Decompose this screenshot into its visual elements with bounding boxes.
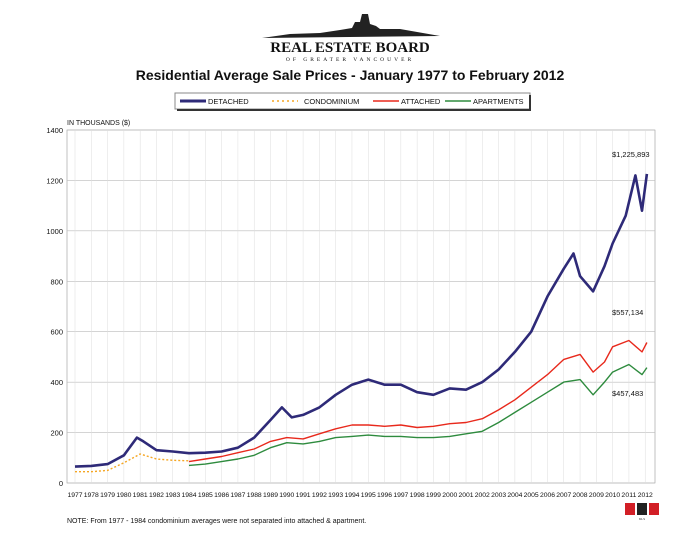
x-tick-label: 2009: [589, 492, 604, 499]
x-tick-label: 2012: [638, 492, 653, 499]
x-tick-label: 2000: [442, 492, 457, 499]
logo: REAL ESTATE BOARD OF GREATER VANCOUVER: [262, 14, 440, 63]
y-tick-label: 200: [50, 429, 63, 438]
logo-name: REAL ESTATE BOARD: [270, 40, 430, 56]
series-attached: [188, 339, 648, 463]
x-tick-label: 1983: [165, 492, 180, 499]
x-tick-label: 2001: [459, 492, 474, 499]
y-tick-label: 0: [59, 479, 63, 488]
legend-label: DETACHED: [208, 97, 249, 106]
x-tick-label: 1990: [279, 492, 294, 499]
x-tick-label: 1991: [296, 492, 311, 499]
y-tick-label: 400: [50, 378, 63, 387]
legend-label: APARTMENTS: [473, 97, 524, 106]
x-tick-label: 1985: [198, 492, 213, 499]
legend-label: CONDOMINIUM: [304, 97, 359, 106]
x-tick-label: 1995: [361, 492, 376, 499]
x-tick-label: 1981: [133, 492, 148, 499]
x-tick-label: 2002: [475, 492, 490, 499]
x-tick-label: 2003: [491, 492, 506, 499]
series-condominium: [75, 453, 190, 473]
x-tick-label: 1986: [214, 492, 229, 499]
svg-text:MLS: MLS: [639, 517, 645, 521]
x-tick-label: 1989: [263, 492, 278, 499]
x-tick-label: 1994: [344, 492, 359, 499]
x-tick-label: 1997: [393, 492, 408, 499]
x-tick-label: 1977: [68, 492, 83, 499]
y-tick-label: 600: [50, 328, 63, 337]
x-tick-label: 1998: [410, 492, 425, 499]
chart-title: Residential Average Sale Prices - Januar…: [136, 67, 565, 83]
logo-subtitle: OF GREATER VANCOUVER: [286, 57, 414, 63]
x-tick-label: 1979: [100, 492, 115, 499]
x-tick-label: 1988: [247, 492, 262, 499]
x-tick-label: 1984: [182, 492, 197, 499]
legend: DETACHED CONDOMINIUM ATTACHED APARTMENTS: [174, 92, 531, 111]
x-tick-label: 1996: [377, 492, 392, 499]
y-tick-label: 1000: [46, 227, 63, 236]
x-tick-label: 1987: [230, 492, 245, 499]
y-tick-label: 1400: [46, 126, 63, 135]
series-detached: [74, 173, 649, 468]
x-tick-label: 2011: [621, 492, 636, 499]
annotation-detached: $1,225,893: [612, 150, 650, 159]
footnote: NOTE: From 1977 - 1984 condominium avera…: [67, 518, 366, 525]
x-tick-label: 2006: [540, 492, 555, 499]
y-tick-label: 800: [50, 277, 63, 286]
skyline-logo-icon: [262, 14, 440, 38]
x-tick-label: 2007: [556, 492, 571, 499]
x-tick-label: 1999: [426, 492, 441, 499]
y-axis-label: IN THOUSANDS ($): [67, 120, 130, 127]
x-tick-label: 2010: [605, 492, 620, 499]
y-tick-label: 1200: [46, 176, 63, 185]
x-tick-label: 1980: [116, 492, 131, 499]
x-tick-label: 2005: [524, 492, 539, 499]
x-tick-label: 2008: [573, 492, 588, 499]
x-tick-label: 1982: [149, 492, 164, 499]
x-tick-label: 1978: [84, 492, 99, 499]
mls-logo-icon: MLS: [625, 503, 659, 521]
annotation-attached: $557,134: [612, 308, 643, 317]
annotation-apartments: $457,483: [612, 389, 643, 398]
x-tick-label: 1992: [312, 492, 327, 499]
series-apartments: [188, 363, 648, 467]
legend-label: ATTACHED: [401, 97, 441, 106]
plot-area: [66, 129, 656, 484]
x-tick-label: 1993: [328, 492, 343, 499]
x-tick-label: 2004: [507, 492, 522, 499]
